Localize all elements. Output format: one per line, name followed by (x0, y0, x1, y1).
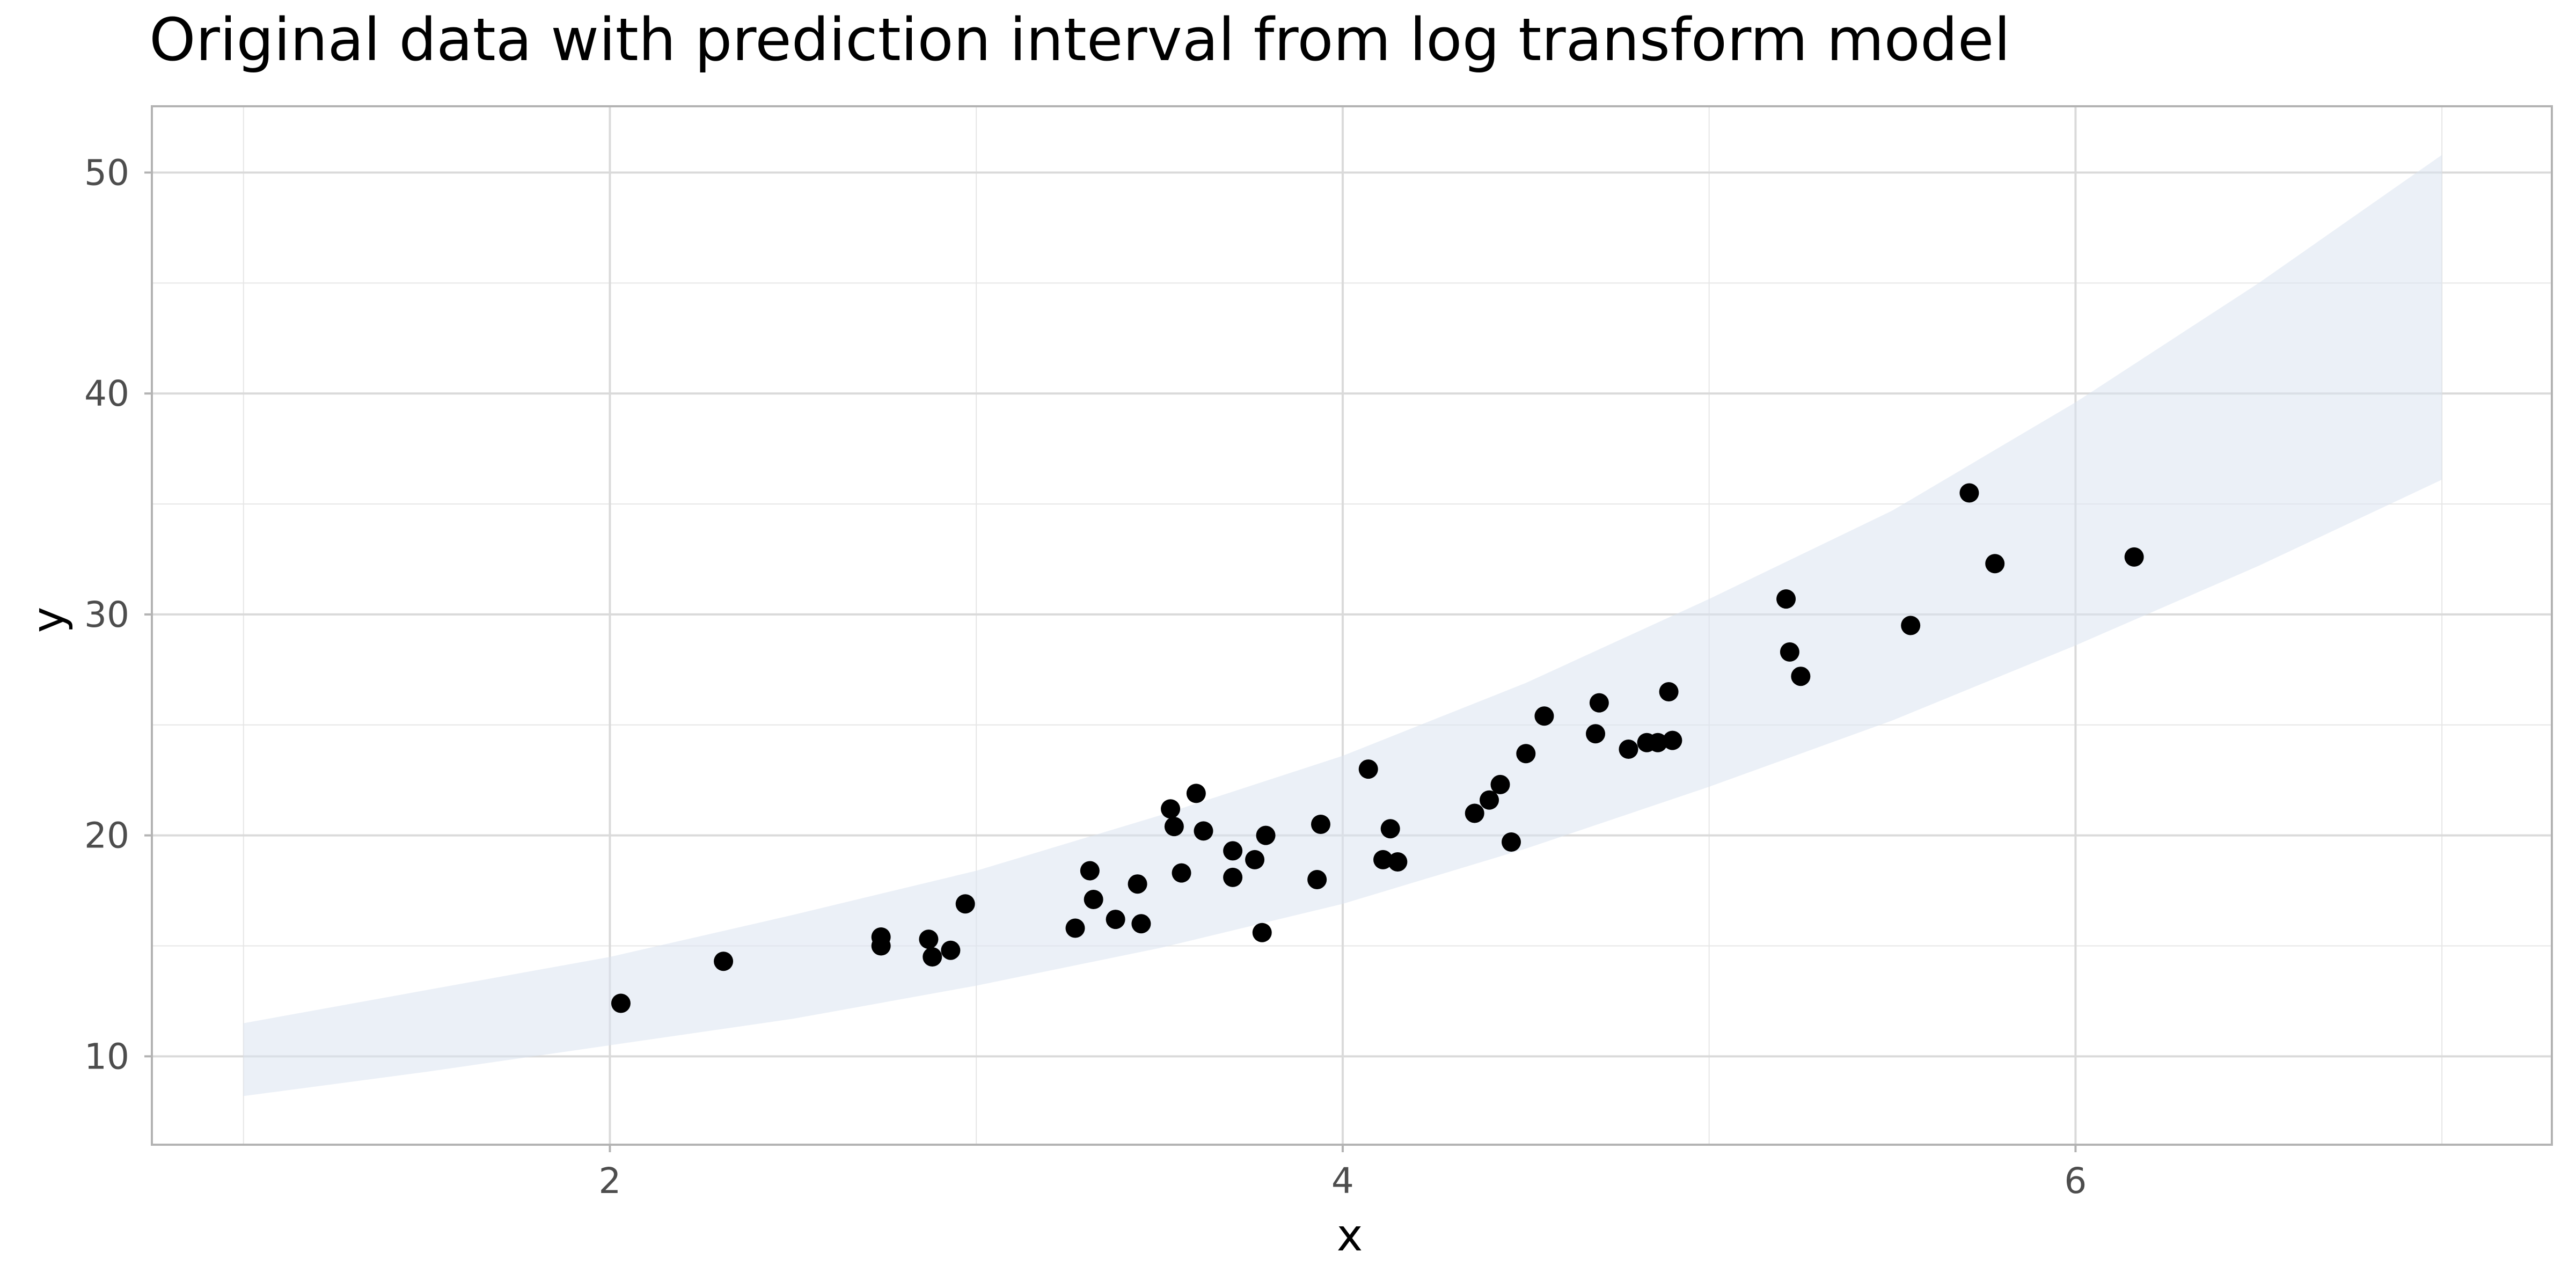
data-point (1128, 874, 1147, 894)
y-tick-label: 50 (84, 152, 129, 194)
data-point (1619, 740, 1638, 759)
x-tick-label: 6 (2064, 1160, 2087, 1202)
data-point (2124, 547, 2144, 567)
data-point (1080, 861, 1100, 881)
data-point (611, 993, 631, 1013)
y-tick-label: 10 (84, 1036, 129, 1077)
data-point (1106, 910, 1125, 930)
y-axis-ticks: 10 20 30 40 50 (84, 152, 152, 1077)
x-axis-ticks: 2 4 6 (598, 1145, 2087, 1202)
data-point (1465, 803, 1484, 823)
data-point (1194, 821, 1213, 841)
data-point (1161, 799, 1181, 819)
data-points (611, 483, 2144, 1013)
y-tick-label: 30 (84, 594, 129, 635)
data-point (1164, 817, 1184, 837)
prediction-interval-area (243, 155, 2442, 1096)
data-point (1373, 850, 1393, 869)
x-tick-label: 2 (598, 1160, 621, 1202)
data-point (1084, 890, 1103, 910)
data-point (1663, 730, 1682, 750)
data-point (1131, 914, 1151, 934)
data-point (919, 930, 939, 949)
data-point (1307, 869, 1327, 889)
data-point (1985, 554, 2005, 574)
data-point (871, 936, 891, 956)
data-point (1223, 867, 1243, 887)
data-point (1776, 589, 1796, 609)
data-point (1223, 841, 1243, 861)
data-point (941, 940, 961, 960)
data-point (1501, 832, 1521, 852)
data-point (1516, 744, 1536, 764)
data-point (1172, 863, 1191, 883)
data-point (1901, 616, 1921, 635)
data-point (1380, 819, 1400, 839)
panel-border (151, 105, 2553, 1146)
data-point (1648, 733, 1668, 752)
data-point (714, 952, 734, 971)
x-axis-title: x (1337, 1210, 1363, 1261)
data-point (1256, 825, 1276, 845)
y-tick-label: 20 (84, 815, 129, 857)
data-point (1358, 759, 1378, 779)
x-tick-label: 4 (1331, 1160, 1354, 1202)
data-point (1534, 706, 1554, 726)
data-point (1659, 682, 1679, 702)
data-point (1959, 483, 1979, 503)
data-point (955, 894, 975, 914)
y-tick-label: 40 (84, 373, 129, 414)
data-point (1780, 642, 1799, 662)
data-point (923, 947, 942, 967)
data-point (1586, 724, 1606, 744)
data-point (1311, 815, 1330, 835)
data-point (1065, 918, 1085, 938)
prediction-interval-band (243, 155, 2442, 1096)
data-point (1791, 667, 1811, 686)
data-point (1388, 852, 1408, 872)
data-point (1480, 790, 1499, 810)
data-point (1186, 784, 1206, 803)
data-point (1245, 850, 1265, 869)
data-point (1252, 923, 1272, 942)
y-axis-title: y (23, 607, 74, 633)
data-point (1490, 774, 1510, 794)
chart-title: Original data with prediction interval f… (149, 5, 2010, 74)
data-point (1589, 693, 1609, 713)
